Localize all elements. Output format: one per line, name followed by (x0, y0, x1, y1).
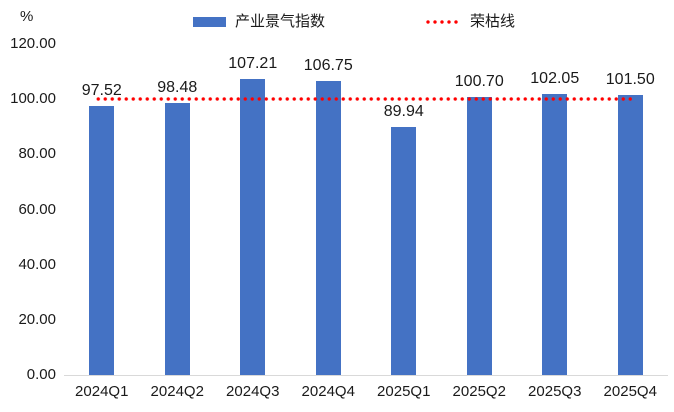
bar (542, 93, 568, 375)
y-tick-label: 40.00 (18, 255, 56, 273)
x-axis-label: 2024Q3 (226, 383, 280, 400)
legend-label-bar-series: 产业景气指数 (235, 13, 326, 30)
bar (240, 79, 266, 375)
x-axis-label: 2024Q2 (150, 383, 204, 400)
legend-item-bar-series: 产业景气指数 (193, 13, 325, 31)
x-axis-label: 2025Q4 (603, 383, 657, 400)
bar-value-label: 107.21 (228, 55, 278, 73)
bar-value-label: 100.70 (454, 73, 504, 91)
y-tick-label: 60.00 (18, 200, 56, 218)
y-tick-label: 20.00 (18, 310, 56, 328)
bar-value-label: 98.48 (157, 79, 198, 97)
bar (391, 126, 417, 375)
bar-value-label: 89.94 (383, 102, 424, 120)
y-axis-unit-label: % (20, 8, 34, 25)
x-axis-label: 2025Q1 (377, 383, 431, 400)
bar-value-label: 102.05 (530, 69, 580, 87)
bar (315, 80, 341, 375)
bar (617, 95, 643, 375)
bar (89, 106, 115, 375)
bar (164, 103, 190, 375)
y-tick-label: 120.00 (10, 35, 56, 52)
y-tick-label: 80.00 (18, 145, 56, 163)
x-axis-label: 2024Q1 (75, 383, 129, 400)
legend-label-reference-line: 荣枯线 (470, 13, 516, 30)
x-axis-line (64, 375, 668, 376)
y-tick-label: 100.00 (10, 90, 56, 108)
bar-series-swatch (193, 17, 226, 27)
bar-value-label: 106.75 (303, 56, 353, 74)
x-axis-label: 2025Q2 (452, 383, 506, 400)
x-axis-label: 2024Q4 (301, 383, 355, 400)
reference-line (95, 97, 633, 102)
reference-line-swatch (423, 20, 461, 24)
bar-value-label: 101.50 (605, 71, 655, 89)
legend-item-reference-line: 荣枯线 (423, 13, 515, 31)
bar-value-label: 97.52 (81, 82, 122, 99)
y-tick-label: 0.00 (26, 366, 56, 383)
bar (466, 97, 492, 375)
x-axis-label: 2025Q3 (528, 383, 582, 400)
